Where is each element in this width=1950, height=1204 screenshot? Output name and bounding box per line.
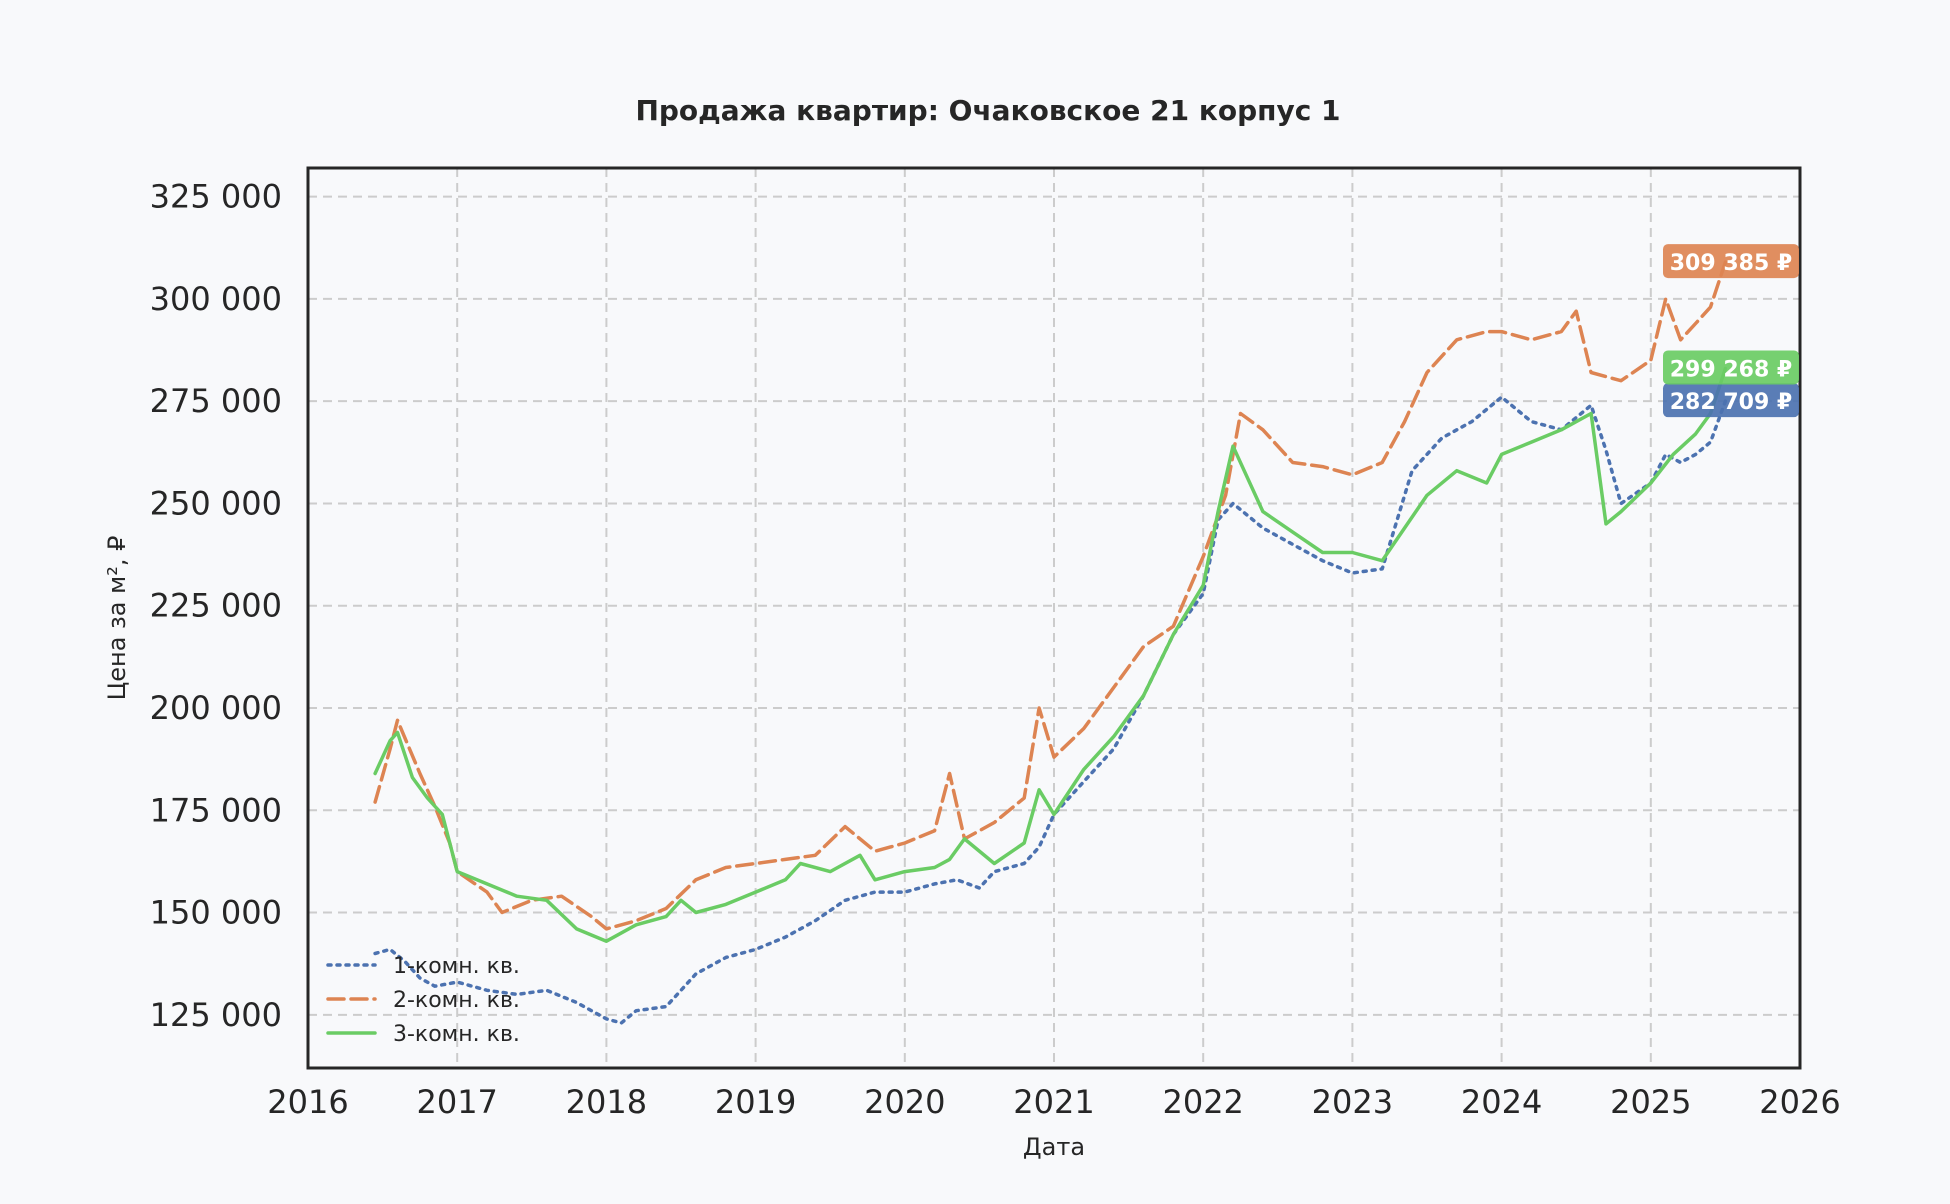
legend-label: 2-комн. кв. [393, 988, 520, 1013]
x-tick-label: 2026 [1759, 1083, 1840, 1121]
x-tick-label: 2018 [566, 1083, 647, 1121]
y-tick-label: 125 000 [150, 996, 282, 1034]
x-tick-label: 2021 [1013, 1083, 1094, 1121]
end-label-box [1663, 244, 1799, 279]
end-label-2: 309 385 ₽ [1663, 244, 1799, 279]
y-tick-label: 300 000 [150, 280, 282, 318]
end-label-text: 309 385 ₽ [1670, 251, 1792, 276]
x-tick-label: 2025 [1610, 1083, 1691, 1121]
end-label-text: 282 709 ₽ [1670, 390, 1792, 415]
y-axis-label: Цена за м², ₽ [103, 536, 131, 701]
plot-frame [306, 166, 1802, 1070]
y-tick-label: 325 000 [150, 178, 282, 216]
series-line-1 [373, 395, 1728, 1025]
end-label-1: 282 709 ₽ [1663, 383, 1799, 418]
x-tick-label: 2022 [1162, 1083, 1243, 1121]
y-tick-label: 275 000 [150, 382, 282, 420]
x-axis-label: Дата [1023, 1133, 1085, 1161]
series-line-3 [373, 366, 1728, 943]
x-tick-label: 2024 [1461, 1083, 1542, 1121]
end-label-text: 299 268 ₽ [1670, 357, 1792, 382]
y-tick-label: 200 000 [150, 689, 282, 727]
legend-item-2: 2-комн. кв. [326, 988, 520, 1013]
y-tick-label: 225 000 [150, 587, 282, 625]
legend-label: 1-комн. кв. [393, 954, 520, 979]
end-label-box [1663, 383, 1799, 418]
x-axis-ticks: 2016 2017 2018 2019 2020 2021 2022 2023 2024 2025… [267, 1083, 1840, 1121]
end-label-3: 299 268 ₽ [1663, 350, 1799, 385]
legend-label: 3-комн. кв. [393, 1022, 520, 1047]
legend-item-1: 1-комн. кв. [326, 954, 520, 979]
grid-lines [307, 168, 1801, 1068]
x-tick-label: 2020 [864, 1083, 945, 1121]
y-axis-ticks: 125 000 150 000 175 000 200 000 225 000 250 0… [150, 178, 282, 1034]
legend: 1-комн. кв. 2-комн. кв. 3-комн. кв. [326, 954, 520, 1047]
x-tick-label: 2019 [715, 1083, 796, 1121]
chart-title: Продажа квартир: Очаковское 21 корпус 1 [635, 94, 1340, 127]
y-tick-label: 175 000 [150, 791, 282, 829]
x-tick-label: 2017 [416, 1083, 497, 1121]
y-tick-label: 150 000 [150, 894, 282, 932]
y-tick-label: 250 000 [150, 484, 282, 522]
x-tick-label: 2023 [1312, 1083, 1393, 1121]
series-lines [373, 260, 1728, 1025]
x-tick-label: 2016 [267, 1083, 348, 1121]
last-price-labels: 282 709 ₽ 309 385 ₽ 299 268 ₽ [1663, 244, 1799, 418]
end-label-box [1663, 350, 1799, 385]
legend-item-3: 3-комн. кв. [326, 1022, 520, 1047]
series-line-2 [373, 260, 1728, 931]
